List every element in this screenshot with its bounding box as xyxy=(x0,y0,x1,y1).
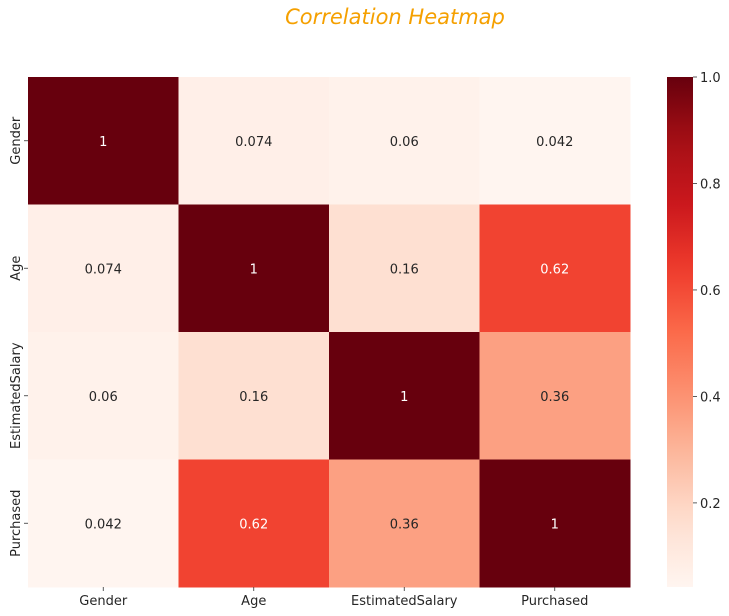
cell-value-label: 0.36 xyxy=(390,517,419,532)
y-tick-label: Purchased xyxy=(9,490,24,557)
heatmap-cell xyxy=(28,204,179,333)
heatmap-cell xyxy=(329,77,480,205)
y-axis: Gender Age EstimatedSalary Purchased xyxy=(9,116,28,557)
heatmap-cell xyxy=(178,332,330,460)
cell-value-label: 0.074 xyxy=(235,135,272,150)
cell-value-label: 0.62 xyxy=(540,262,569,277)
heatmap-cell xyxy=(329,459,480,588)
cell-value-label: 0.074 xyxy=(85,262,122,277)
heatmap-cell xyxy=(479,204,631,333)
chart-title: Correlation Heatmap xyxy=(285,5,505,29)
cell-value-label: 1 xyxy=(99,135,107,150)
colorbar-tick-label: 0.8 xyxy=(700,177,721,192)
heatmap-cell xyxy=(479,332,631,460)
heatmap-cell xyxy=(479,459,631,588)
x-axis: Gender Age EstimatedSalary Purchased xyxy=(79,587,588,609)
heatmap-cell xyxy=(329,332,480,460)
heatmap-cell xyxy=(28,332,179,460)
cell-value-label: 0.16 xyxy=(390,262,419,277)
colorbar-gradient xyxy=(667,77,693,587)
y-tick-label: EstimatedSalary xyxy=(9,342,24,449)
cell-value-label: 1 xyxy=(250,262,258,277)
cell-value-label: 0.16 xyxy=(239,390,268,405)
cell-value-label: 0.042 xyxy=(85,517,122,532)
heatmap-cell xyxy=(178,204,330,333)
cell-value-label: 0.042 xyxy=(536,135,573,150)
x-tick-label: Purchased xyxy=(521,594,588,609)
x-tick-label: Gender xyxy=(79,594,128,609)
colorbar-tick-label: 0.6 xyxy=(700,284,721,299)
colorbar-tick-label: 0.4 xyxy=(700,390,721,405)
x-tick-label: Age xyxy=(241,594,266,609)
cell-value-label: 0.36 xyxy=(540,390,569,405)
x-tick-label: EstimatedSalary xyxy=(351,594,458,609)
cell-value-label: 0.62 xyxy=(239,517,268,532)
cell-value-label: 1 xyxy=(551,517,559,532)
y-tick-label: Age xyxy=(9,256,24,281)
colorbar: 0.2 0.4 0.6 0.8 1.0 xyxy=(667,71,721,587)
colorbar-tick-label: 1.0 xyxy=(700,71,721,86)
y-tick-label: Gender xyxy=(9,116,24,165)
heatmap-cell xyxy=(479,77,631,205)
cell-value-label: 0.06 xyxy=(390,135,419,150)
cell-value-label: 1 xyxy=(400,390,408,405)
colorbar-tick-label: 0.2 xyxy=(700,497,721,512)
heatmap-cell xyxy=(329,204,480,333)
heatmap-cells: 1 0.074 0.06 0.042 0.074 1 0.16 0.62 0.06 0.16 1 0.… xyxy=(28,77,631,588)
cell-value-label: 0.06 xyxy=(89,390,118,405)
heatmap-cell xyxy=(178,459,330,588)
heatmap-cell xyxy=(28,77,179,205)
heatmap-cell xyxy=(28,459,179,588)
heatmap-cell xyxy=(178,77,330,205)
